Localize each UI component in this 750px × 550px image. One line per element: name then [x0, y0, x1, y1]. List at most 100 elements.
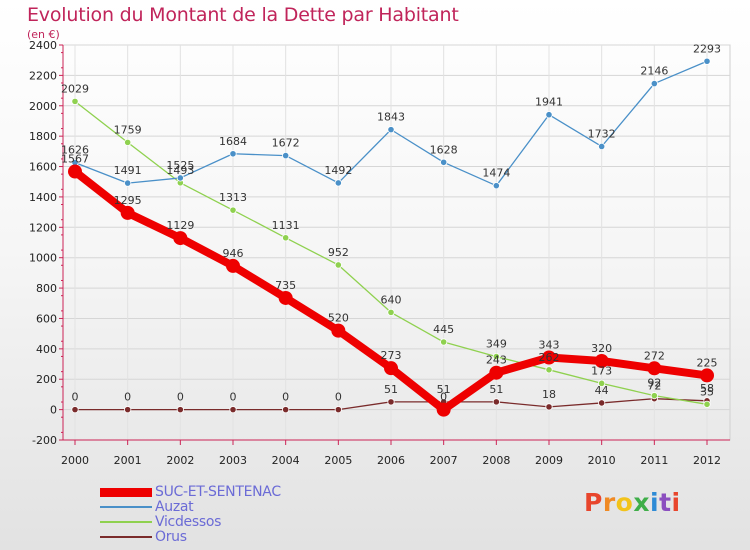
y-tick-label: 0 — [50, 404, 57, 417]
y-tick-label: 1400 — [29, 191, 57, 204]
data-point — [68, 164, 82, 179]
data-label: 640 — [381, 293, 402, 306]
data-label: 1941 — [535, 96, 563, 109]
data-point — [542, 350, 556, 365]
y-tick-label: 400 — [36, 343, 57, 356]
data-point — [334, 179, 342, 187]
logo-letter: r — [602, 488, 616, 517]
data-label: 2146 — [640, 65, 668, 78]
data-point — [650, 79, 658, 88]
data-point — [650, 392, 658, 400]
x-tick-label: 2005 — [324, 454, 352, 467]
data-point — [334, 406, 342, 414]
data-label: 1493 — [166, 164, 194, 177]
data-label: 1626 — [61, 144, 89, 157]
data-label: 0 — [124, 391, 131, 404]
data-point — [384, 361, 398, 376]
data-label: 1129 — [166, 219, 194, 232]
data-label: 0 — [282, 391, 289, 404]
data-point — [176, 406, 184, 414]
data-point — [334, 261, 342, 269]
data-label: 1525 — [166, 159, 194, 172]
proxiti-logo: Proxiti — [584, 488, 681, 517]
data-label: 35 — [700, 385, 714, 398]
data-label: 1131 — [272, 219, 300, 232]
data-point — [278, 290, 293, 305]
data-label: 72 — [647, 380, 661, 393]
y-tick-label: 800 — [36, 282, 57, 295]
data-point — [173, 231, 188, 246]
data-point — [436, 402, 451, 417]
x-tick-label: 2012 — [693, 454, 721, 467]
data-point — [229, 206, 237, 214]
data-point — [647, 361, 662, 376]
data-point — [282, 406, 290, 414]
logo-letter: P — [584, 488, 603, 517]
x-tick-label: 2007 — [430, 454, 458, 467]
data-point — [71, 406, 79, 414]
data-point — [229, 406, 237, 414]
data-point — [703, 57, 711, 65]
data-label: 273 — [381, 349, 402, 362]
data-label: 44 — [595, 384, 609, 397]
data-label: 262 — [539, 351, 560, 364]
y-tick-label: 1200 — [29, 221, 57, 234]
data-point — [282, 234, 290, 242]
data-point — [700, 368, 714, 383]
data-label: 1628 — [430, 143, 458, 156]
data-point — [598, 399, 606, 407]
x-tick-label: 2011 — [640, 454, 668, 467]
data-label: 51 — [384, 383, 398, 396]
x-tick-label: 2004 — [272, 454, 300, 467]
data-label: 0 — [335, 391, 342, 404]
data-point — [387, 126, 395, 134]
data-label: 58 — [700, 382, 714, 395]
x-tick-label: 2002 — [166, 454, 194, 467]
data-label: 2293 — [693, 42, 721, 55]
data-label: 445 — [433, 323, 454, 336]
chart-subtitle: (en €) — [27, 28, 60, 41]
data-point — [124, 406, 132, 414]
data-label: 1732 — [588, 127, 616, 140]
data-label: 51 — [489, 383, 503, 396]
y-tick-label: 2400 — [29, 39, 57, 52]
data-label: 946 — [223, 247, 244, 260]
data-label: 0 — [177, 391, 184, 404]
chart-title: Evolution du Montant de la Dette par Hab… — [27, 4, 459, 26]
data-label: 92 — [647, 377, 661, 390]
y-tick-label: 1800 — [29, 130, 57, 143]
y-tick-label: 1600 — [29, 161, 57, 174]
logo-letter: i — [671, 488, 681, 517]
y-tick-label: 2200 — [29, 69, 57, 82]
data-point — [492, 398, 500, 406]
data-label: 173 — [591, 364, 612, 377]
data-label: 243 — [486, 354, 507, 367]
data-label: 1684 — [219, 135, 247, 148]
data-point — [545, 111, 553, 119]
data-point — [598, 142, 606, 151]
x-tick-label: 2003 — [219, 454, 247, 467]
data-point — [594, 354, 609, 368]
data-point — [331, 323, 346, 338]
legend-label: Vicdessos — [155, 514, 222, 530]
legend-label: Orus — [155, 529, 187, 545]
y-tick-label: -200 — [32, 434, 57, 447]
x-tick-label: 2001 — [114, 454, 142, 467]
x-tick-label: 2006 — [377, 454, 405, 467]
y-tick-label: 2000 — [29, 100, 57, 113]
x-tick-label: 2000 — [61, 454, 89, 467]
data-point — [440, 338, 448, 346]
data-point — [387, 308, 395, 316]
data-label: 320 — [591, 342, 612, 355]
data-label: 1567 — [61, 153, 89, 166]
data-point — [387, 398, 395, 406]
line-chart: -200020040060080010001200140016001800200… — [29, 39, 731, 467]
logo-letter: i — [650, 488, 660, 517]
x-tick-label: 2010 — [588, 454, 616, 467]
plot-frame — [62, 44, 731, 441]
data-label: 343 — [539, 339, 560, 352]
data-label: 520 — [328, 312, 349, 325]
x-tick-label: 2008 — [482, 454, 510, 467]
data-point — [492, 182, 500, 190]
data-point — [226, 258, 240, 273]
